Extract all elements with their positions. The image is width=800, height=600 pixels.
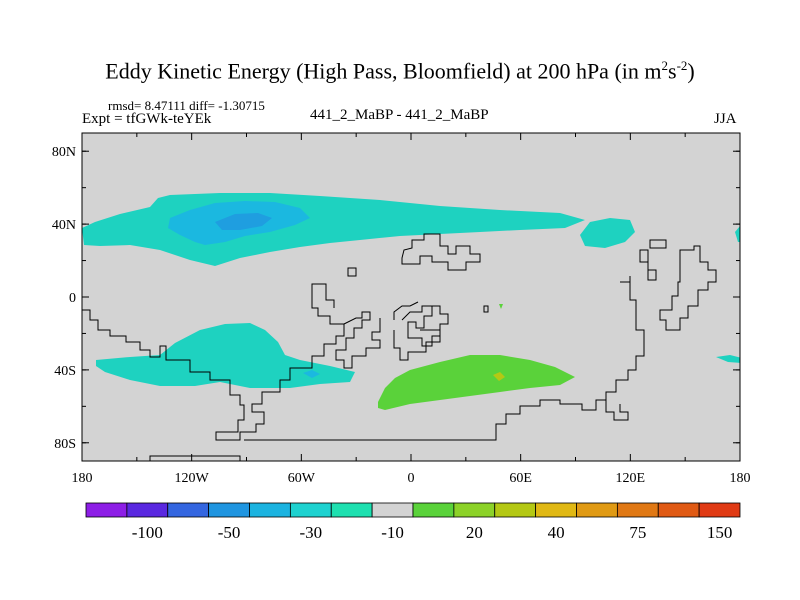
colorbar-label: -30 [299, 523, 322, 542]
sh-positive-region [378, 355, 575, 410]
colorbar-swatch [289, 502, 332, 518]
colorbar-swatch [208, 502, 250, 518]
lon-tick-label: 60W [288, 471, 316, 486]
colorbar-swatch [576, 502, 618, 518]
colorbar-swatch [249, 502, 291, 518]
colorbar-label: -100 [132, 523, 163, 542]
season-label: JJA [714, 111, 737, 127]
colorbar-label: 20 [466, 523, 483, 542]
colorbar-swatch [535, 502, 577, 518]
lon-tick-label: 120E [616, 471, 646, 486]
colorbar-label: 75 [629, 523, 646, 542]
colorbar-swatch [126, 502, 169, 518]
lat-tick-label: 40S [54, 364, 76, 379]
colorbar: -100 -50 -30 -10 20 40 75 150 [85, 502, 741, 542]
lat-tick-label: 0 [69, 291, 76, 306]
colorbar-label: 40 [548, 523, 565, 542]
east-pacific-sh-region [716, 355, 740, 363]
colorbar-swatch [371, 502, 414, 518]
colorbar-swatch [657, 502, 700, 518]
small-green-spot [499, 304, 503, 309]
right-edge-region [735, 226, 740, 242]
lat-tick-label: 40N [52, 218, 76, 233]
lat-tick-label: 80N [52, 145, 76, 160]
colorbar-swatch [453, 502, 496, 518]
plot-title: Eddy Kinetic Energy (High Pass, Bloomfie… [105, 58, 695, 84]
sh-positive-max [493, 372, 505, 381]
experiment-label: Expt = tfGWk-teYEk [82, 111, 212, 127]
nh-storm-track-max [215, 213, 272, 230]
colorbar-swatch [494, 502, 537, 518]
lat-tick-label: 80S [54, 437, 76, 452]
colorbar-swatch [698, 502, 741, 518]
lon-tick-label: 120W [175, 471, 210, 486]
colorbar-swatch [330, 502, 373, 518]
comparison-label: 441_2_MaBP - 441_2_MaBP [310, 107, 489, 123]
stats-text: rmsd= 8.47111 diff= -1.30715 [108, 98, 265, 113]
continent-outlines [82, 233, 717, 461]
colorbar-label: -10 [381, 523, 404, 542]
colorbar-swatch [412, 502, 455, 518]
colorbar-swatch [616, 502, 659, 518]
axis-ticks: 80N 40N 0 40S 80S 180 120W 60W 0 60E 120E 180 [52, 133, 751, 486]
colorbar-label: -50 [218, 523, 241, 542]
map-background [82, 133, 740, 461]
sh-storm-track-spot [303, 370, 320, 378]
lon-tick-label: 180 [730, 471, 751, 486]
lon-tick-label: 0 [408, 471, 415, 486]
colorbar-swatch [85, 502, 128, 518]
colorbar-swatch [167, 502, 210, 518]
ne-pacific-region [580, 218, 635, 248]
colorbar-label: 150 [707, 523, 733, 542]
lon-tick-label: 60E [509, 471, 532, 486]
lon-tick-label: 180 [72, 471, 93, 486]
